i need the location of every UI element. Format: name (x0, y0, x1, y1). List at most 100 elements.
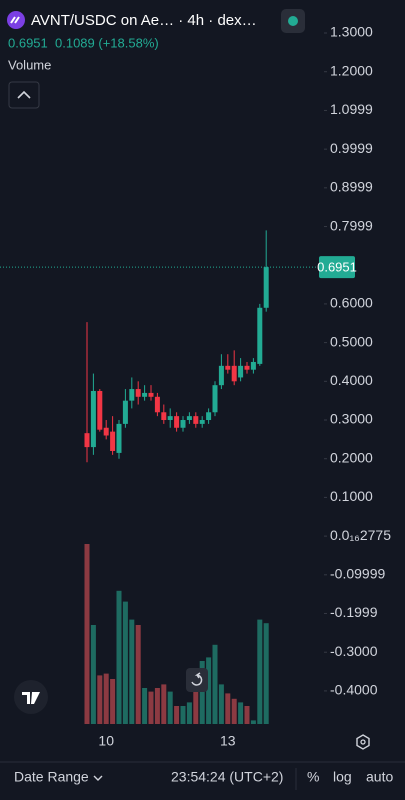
volume-bar (180, 706, 186, 724)
percent-toggle[interactable]: % (307, 769, 319, 785)
y-tick-label: 0.9999 (330, 140, 373, 156)
settings-icon-center (360, 739, 366, 745)
last-price-box (319, 256, 355, 279)
status-dot (288, 16, 298, 26)
volume-bar (97, 675, 103, 724)
y-tick-label: 0.6000 (330, 295, 373, 311)
candle-body (135, 389, 141, 397)
volume-bar (174, 706, 180, 724)
candle-body (148, 392, 154, 397)
candle-body (257, 307, 263, 364)
y-tick-label: 0.7999 (330, 217, 373, 233)
y-tick-label: 1.0999 (330, 101, 373, 117)
candle-body (142, 392, 148, 397)
date-range[interactable]: Date Range (14, 769, 89, 785)
y-tick-label: 0.3000 (330, 411, 373, 427)
candle-body (250, 361, 256, 370)
date-range-chevron (93, 775, 103, 781)
y-tick-label: 0.4000 (330, 372, 373, 388)
y-tick-label: 0.1000 (330, 488, 373, 504)
candle-body (84, 433, 90, 448)
plot: 1.3000 1.2000 1.0999 0.9999 0.8999 0.7999 0.60… (0, 24, 391, 749)
price-change: 0.1089 (+18.58%) (55, 35, 159, 50)
token-logo-mark (10, 16, 20, 24)
candle-body (263, 267, 269, 308)
collapse-button[interactable] (8, 81, 40, 109)
clock: 23:54:24 (UTC+2) (171, 769, 283, 785)
volume-bar (148, 691, 154, 724)
indicator-label: Volume (8, 57, 51, 72)
volume-bar (218, 684, 224, 724)
volume-bar (193, 684, 199, 724)
candle-body (154, 396, 160, 413)
candle-body (193, 416, 199, 424)
y-tick-label: 0.5000 (330, 333, 373, 349)
y-tick-label: 1.3000 (330, 24, 373, 40)
candle-body (110, 431, 116, 451)
volume-bar (103, 673, 109, 724)
log-toggle[interactable]: log (333, 769, 352, 785)
y-tick-label: 1.2000 (330, 62, 373, 78)
auto-toggle[interactable]: auto (366, 769, 393, 785)
volume-bar (225, 693, 231, 724)
volume-bar (186, 702, 192, 724)
tv-logo-mark (22, 692, 40, 704)
candle-body (212, 385, 218, 413)
volume-bar (90, 625, 96, 724)
y-tick-label: 0.0₁₆2775 (330, 527, 391, 543)
volume-bar (161, 684, 167, 724)
volume-bar (212, 644, 218, 724)
y-tick-label: -0.4000 (330, 682, 378, 698)
candle-body (116, 423, 122, 453)
symbol-title: AVNT/USDC on Ae… · 4h · dex… (31, 12, 257, 29)
candle-body (103, 427, 109, 436)
reset-icon (191, 672, 203, 686)
y-tick-label: -0.3000 (330, 643, 378, 659)
reset-button[interactable] (186, 668, 208, 692)
candle-body (218, 365, 224, 386)
volume-bar (263, 623, 269, 724)
volume-bar (257, 619, 263, 724)
candle-body (129, 389, 135, 401)
y-tick-label: 0.8999 (330, 179, 373, 195)
candle-body (206, 412, 212, 421)
candle-body (186, 416, 192, 421)
candle-body (180, 420, 186, 428)
settings-icon[interactable] (356, 734, 370, 750)
volume-bar (110, 679, 116, 724)
volume-bar (206, 657, 212, 724)
candle-body (199, 420, 205, 424)
volume-bar (154, 688, 160, 724)
volume-bar (250, 720, 256, 724)
candle-body (161, 412, 167, 421)
volume-bar (238, 702, 244, 724)
volume-bar (167, 691, 173, 724)
candle-body (231, 365, 237, 382)
volume-bar (135, 625, 141, 724)
x-tick-label: 13 (220, 733, 236, 749)
y-tick-label: 0.2000 (330, 449, 373, 465)
last-price-label: 0.6951 (317, 260, 357, 275)
y-tick-label: -0.1999 (330, 604, 378, 620)
candle-body (174, 416, 180, 428)
volume-bar (231, 698, 237, 724)
volume-bar (199, 661, 205, 724)
volume-bar (129, 619, 135, 724)
candle-body (90, 390, 96, 448)
y-tick-label: -0.09999 (330, 566, 385, 582)
chevron-icon (17, 90, 31, 99)
volume-bar (142, 688, 148, 724)
tv-logo[interactable] (14, 680, 48, 714)
candle-body (238, 365, 244, 378)
candle-body (167, 416, 173, 421)
volume-bar (84, 544, 90, 724)
volume-bar (122, 601, 128, 724)
candle-body (97, 390, 103, 430)
candle-body (244, 365, 250, 370)
last-price: 0.6951 (8, 35, 48, 50)
volume-bar (116, 590, 122, 724)
candle-body (225, 365, 231, 370)
candle-body (122, 400, 128, 424)
volume-bar (244, 706, 250, 724)
